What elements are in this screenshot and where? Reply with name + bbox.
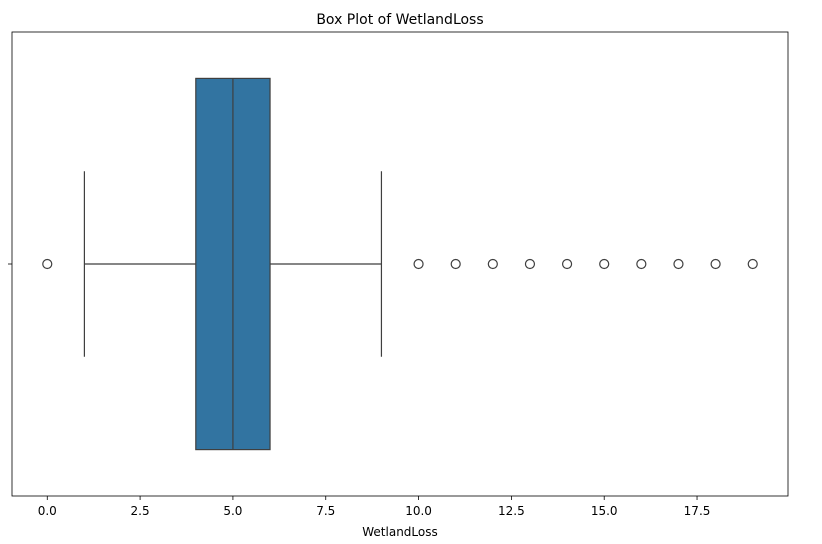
x-tick-label: 17.5 [684, 504, 711, 518]
x-tick-label: 5.0 [223, 504, 242, 518]
x-tick-label: 12.5 [498, 504, 525, 518]
outlier [673, 258, 684, 270]
x-tick-label: 0.0 [38, 504, 57, 518]
x-axis-label: WetlandLoss [362, 525, 437, 539]
outlier [599, 258, 610, 270]
outlier [487, 258, 498, 270]
outlier [42, 258, 53, 270]
x-tick-label: 10.0 [405, 504, 432, 518]
outlier [710, 258, 721, 270]
outlier [747, 258, 758, 270]
x-tick-label: 15.0 [591, 504, 618, 518]
outlier [524, 258, 536, 270]
x-tick-label: 7.5 [316, 504, 335, 518]
chart-title: Box Plot of WetlandLoss [316, 12, 483, 28]
outlier [413, 258, 424, 270]
outlier [561, 258, 573, 270]
x-tick-label: 2.5 [131, 504, 150, 518]
outlier [636, 258, 647, 270]
outlier [450, 258, 461, 270]
